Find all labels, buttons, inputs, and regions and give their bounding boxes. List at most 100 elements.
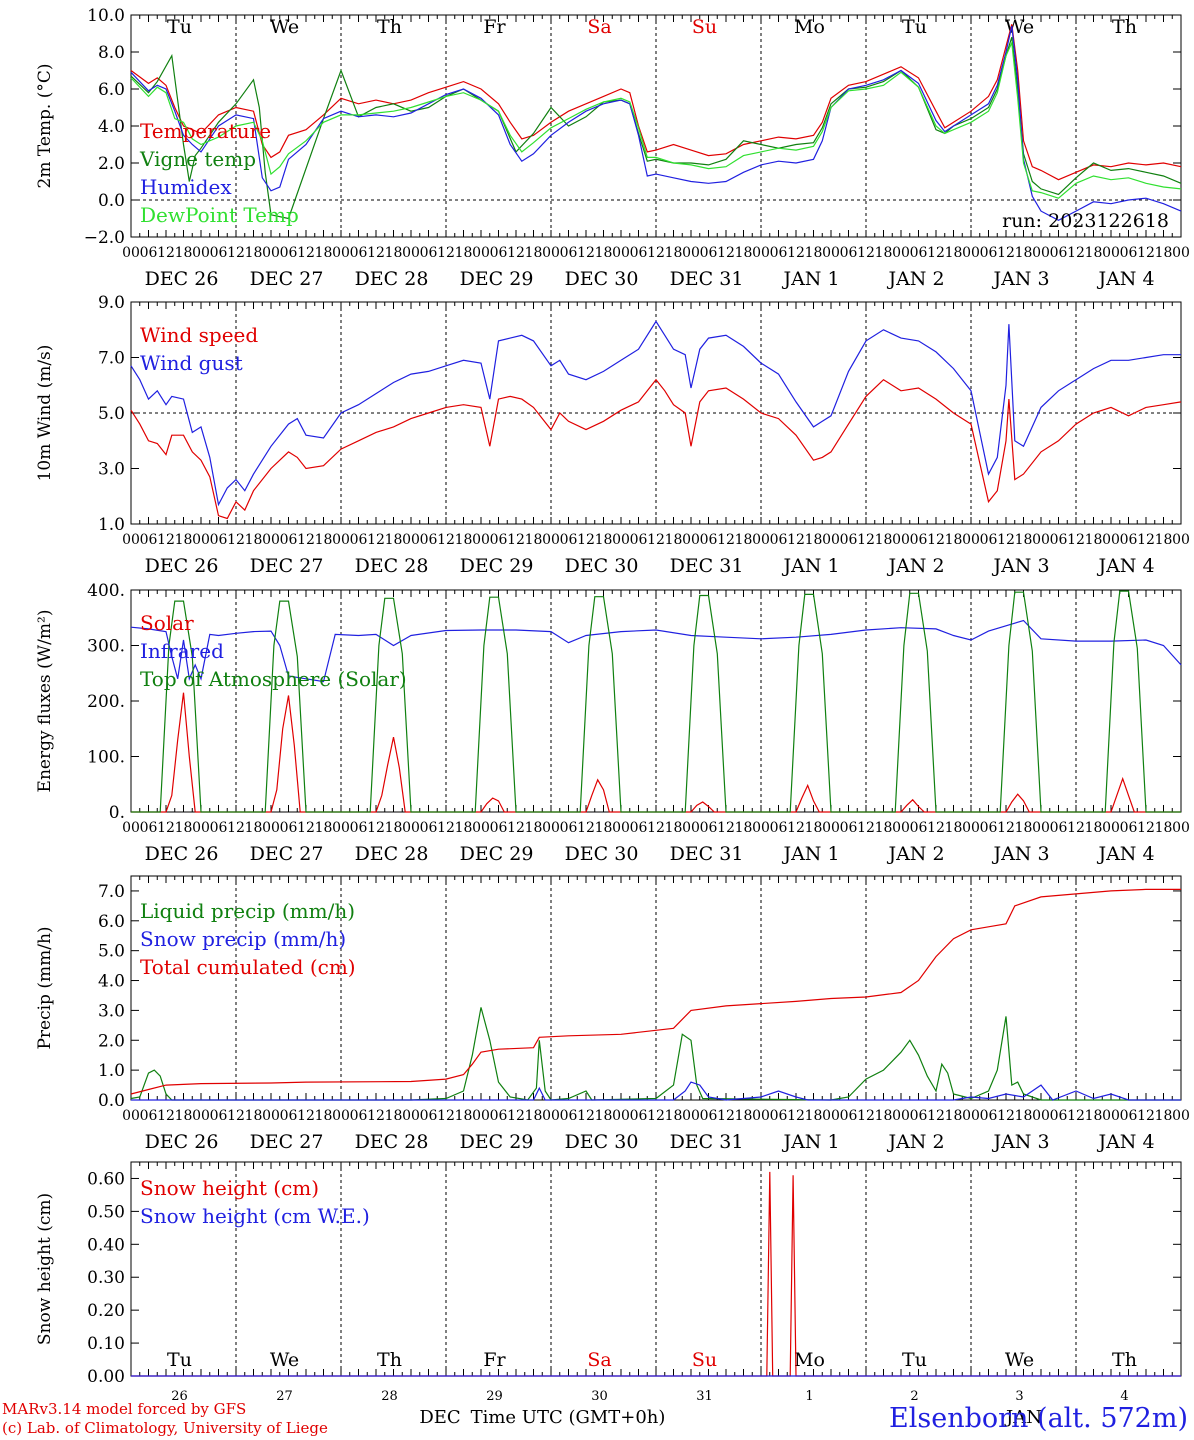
date-label: JAN 1 bbox=[781, 1131, 839, 1153]
date-label: DEC 27 bbox=[250, 1131, 324, 1153]
legend-entry: Wind gust bbox=[140, 351, 243, 375]
hour-label: 00 bbox=[332, 820, 350, 836]
series-line-snow-precip-mm-h- bbox=[131, 1081, 1181, 1101]
y-tick-label: 0.0 bbox=[98, 191, 125, 211]
hour-label: 12 bbox=[857, 245, 875, 261]
hour-label: 18 bbox=[455, 532, 473, 548]
y-tick-label: 6.0 bbox=[98, 80, 125, 100]
hour-label: 12 bbox=[647, 245, 665, 261]
weekday-label: Tu bbox=[902, 16, 927, 38]
hour-label: 00 bbox=[1102, 532, 1120, 548]
hour-label: 18 bbox=[875, 1108, 893, 1124]
y-tick-label: 7.0 bbox=[98, 882, 125, 902]
date-label: JAN 2 bbox=[886, 268, 944, 290]
hour-label: 18 bbox=[735, 1108, 753, 1124]
series-line-humidex bbox=[130, 25, 1182, 221]
hour-label: 06 bbox=[840, 820, 858, 836]
hour-label: 18 bbox=[1085, 820, 1103, 836]
panel-1: −2.00.02.04.06.08.010.02m Temp. (°C)00 06… bbox=[35, 6, 1190, 290]
hour-label: 00 bbox=[822, 245, 840, 261]
month-label-right: JAN bbox=[1004, 1407, 1042, 1428]
hour-label: 12 bbox=[507, 532, 525, 548]
hour-label: 12 bbox=[577, 245, 595, 261]
date-label: JAN 4 bbox=[1096, 1131, 1154, 1153]
hour-label: 00 bbox=[612, 245, 630, 261]
y-tick-label: 1.0 bbox=[98, 1061, 125, 1081]
hour-label: 00 bbox=[892, 820, 910, 836]
y-tick-label: 9.0 bbox=[98, 293, 125, 313]
legend-entry: Vigne temp bbox=[139, 147, 256, 171]
hour-label: 00 bbox=[682, 245, 700, 261]
hour-label: 06 bbox=[210, 820, 228, 836]
weekday-label: Sa bbox=[587, 16, 611, 38]
x-axis-label: Time UTC (GMT+0h) bbox=[471, 1407, 666, 1428]
y-axis-label: Snow height (cm) bbox=[35, 1193, 55, 1345]
hour-label: 12 bbox=[297, 245, 315, 261]
hour-label: 12 bbox=[647, 820, 665, 836]
hour-label: 00 bbox=[402, 245, 420, 261]
hour-label: 12 bbox=[717, 1108, 735, 1124]
y-tick-label: 5.0 bbox=[98, 942, 125, 962]
model-credit: MARv3.14 model forced by GFS bbox=[2, 1400, 247, 1418]
hour-label: 18 bbox=[945, 245, 963, 261]
y-tick-label: 5.0 bbox=[98, 404, 125, 424]
hour-label: 00 bbox=[192, 245, 210, 261]
hour-label: 06 bbox=[140, 820, 158, 836]
hour-label: 18 bbox=[805, 1108, 823, 1124]
hour-label: 18 bbox=[595, 245, 613, 261]
hour-label: 06 bbox=[770, 820, 788, 836]
y-tick-label: 0.20 bbox=[87, 1301, 125, 1321]
hour-label: 12 bbox=[1137, 245, 1155, 261]
hour-label: 18 bbox=[665, 245, 683, 261]
hour-label: 18 bbox=[525, 1108, 543, 1124]
legend-entry: DewPoint Temp bbox=[140, 203, 299, 227]
hour-label: 06 bbox=[630, 245, 648, 261]
hour-label: 18 bbox=[1085, 1108, 1103, 1124]
hour-label: 18 bbox=[525, 245, 543, 261]
hour-label: 12 bbox=[1067, 532, 1085, 548]
y-tick-label: −2.0 bbox=[84, 228, 125, 248]
day-number-label: 29 bbox=[486, 1389, 503, 1404]
hour-label: 12 bbox=[997, 820, 1015, 836]
date-label: DEC 28 bbox=[355, 555, 429, 577]
hour-label: 12 bbox=[297, 820, 315, 836]
lab-credit: (c) Lab. of Climatology, University of L… bbox=[2, 1419, 328, 1437]
hour-label: 06 bbox=[1050, 532, 1068, 548]
day-number-label: 3 bbox=[1015, 1389, 1023, 1404]
hour-label: 18 bbox=[1015, 532, 1033, 548]
hour-label: 06 bbox=[210, 532, 228, 548]
hour-label: 00 bbox=[962, 820, 980, 836]
hour-label: 12 bbox=[577, 1108, 595, 1124]
date-label: DEC 29 bbox=[460, 268, 534, 290]
weekday-label: We bbox=[270, 16, 299, 38]
series-line-infrared bbox=[130, 619, 1182, 683]
y-axis-label: Precip (mm/h) bbox=[35, 926, 55, 1049]
date-label: DEC 26 bbox=[145, 1131, 219, 1153]
hour-label: 12 bbox=[227, 532, 245, 548]
hour-label: 12 bbox=[227, 1108, 245, 1124]
hour-label: 06 bbox=[910, 245, 928, 261]
hour-label: 12 bbox=[647, 532, 665, 548]
hour-label: 12 bbox=[997, 1108, 1015, 1124]
hour-label: 00 bbox=[332, 245, 350, 261]
hour-label: 18 bbox=[595, 532, 613, 548]
date-label: JAN 2 bbox=[886, 555, 944, 577]
hour-label: 06 bbox=[420, 532, 438, 548]
hour-label: 00 bbox=[1102, 820, 1120, 836]
hour-label: 18 bbox=[665, 820, 683, 836]
y-tick-label: 0.40 bbox=[87, 1235, 125, 1255]
hour-label: 00 bbox=[332, 532, 350, 548]
legend-entry: Liquid precip (mm/h) bbox=[140, 899, 355, 923]
hour-label: 06 bbox=[630, 532, 648, 548]
hour-label: 00 bbox=[1032, 820, 1050, 836]
hour-label: 06 bbox=[420, 1108, 438, 1124]
legend-entry: Top of Atmosphere (Solar) bbox=[140, 667, 407, 691]
hour-label: 12 bbox=[157, 820, 175, 836]
hour-label: 00 bbox=[122, 532, 140, 548]
hour-label: 06 bbox=[980, 820, 998, 836]
hour-label: 12 bbox=[857, 820, 875, 836]
hour-label: 06 bbox=[280, 532, 298, 548]
y-axis-label: 2m Temp. (°C) bbox=[35, 63, 55, 188]
hour-label: 06 bbox=[770, 532, 788, 548]
